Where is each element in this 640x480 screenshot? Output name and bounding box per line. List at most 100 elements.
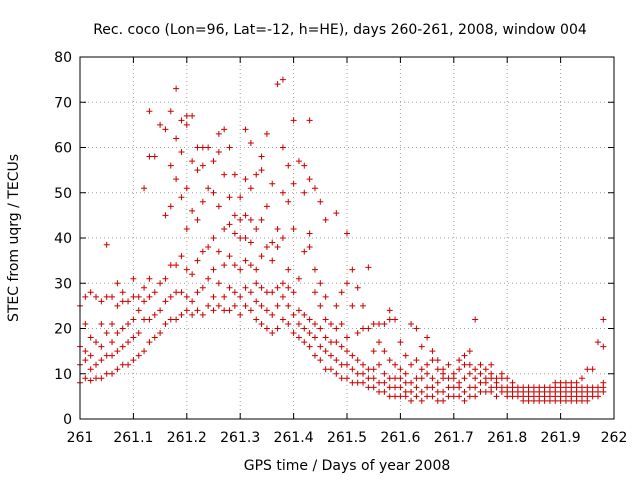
data-point — [600, 316, 607, 323]
data-point — [221, 293, 228, 300]
x-tick-label: 261.9 — [541, 430, 581, 446]
data-point — [242, 284, 249, 291]
data-point — [146, 316, 153, 323]
data-point — [183, 225, 190, 232]
data-point — [253, 280, 260, 287]
data-point — [306, 343, 313, 350]
data-point — [370, 348, 377, 355]
data-point — [103, 352, 110, 359]
data-point — [392, 393, 399, 400]
data-point — [269, 180, 276, 187]
data-point — [466, 361, 473, 368]
data-point — [456, 393, 463, 400]
data-point — [477, 388, 484, 395]
data-point — [333, 210, 340, 217]
data-point — [109, 293, 116, 300]
y-tick-label: 50 — [54, 186, 72, 202]
data-point — [338, 343, 345, 350]
data-point — [119, 343, 126, 350]
data-point — [397, 366, 404, 373]
data-point — [472, 393, 479, 400]
data-point — [87, 289, 94, 296]
data-point — [146, 339, 153, 346]
data-point — [445, 361, 452, 368]
data-point — [199, 162, 206, 169]
data-point — [114, 348, 121, 355]
x-tick-label: 261.4 — [274, 430, 314, 446]
data-point — [445, 375, 452, 382]
data-point — [82, 357, 89, 364]
data-point — [173, 85, 180, 92]
data-point — [173, 135, 180, 142]
data-point — [263, 130, 270, 137]
data-point — [157, 330, 164, 337]
data-point — [429, 357, 436, 364]
data-point — [424, 361, 431, 368]
data-point — [408, 320, 415, 327]
data-point — [98, 375, 105, 382]
x-tick-label: 261 — [67, 430, 94, 446]
data-point — [215, 203, 222, 210]
data-point — [466, 370, 473, 377]
data-point — [552, 379, 559, 386]
data-point — [482, 375, 489, 382]
data-point — [146, 293, 153, 300]
data-point — [402, 388, 409, 395]
y-axis-label: STEC from uqrg / TECUs — [6, 154, 22, 322]
data-point — [258, 167, 265, 174]
data-point — [242, 302, 249, 309]
data-point — [210, 158, 217, 165]
data-point — [119, 325, 126, 332]
data-point — [103, 241, 110, 248]
data-point — [221, 171, 228, 178]
data-point — [488, 384, 495, 391]
data-point — [376, 388, 383, 395]
data-point — [269, 257, 276, 264]
data-point — [242, 176, 249, 183]
data-point — [114, 330, 121, 337]
data-point — [237, 194, 244, 201]
y-tick-label: 10 — [54, 367, 72, 383]
data-point — [354, 370, 361, 377]
data-point — [82, 375, 89, 382]
data-point — [418, 366, 425, 373]
data-point — [477, 361, 484, 368]
data-point — [461, 375, 468, 382]
y-tick-label: 40 — [54, 231, 72, 247]
data-point — [87, 377, 94, 384]
data-point — [344, 230, 350, 237]
data-point — [477, 370, 484, 377]
data-point — [360, 302, 367, 309]
data-point — [370, 375, 377, 382]
data-point — [205, 302, 212, 309]
data-point — [594, 339, 601, 346]
data-point — [82, 348, 89, 355]
data-point — [392, 316, 399, 323]
data-point — [311, 266, 318, 273]
data-point — [189, 298, 196, 305]
data-point — [306, 117, 313, 124]
data-point — [290, 117, 297, 124]
data-point — [546, 384, 553, 391]
data-point — [274, 244, 281, 251]
data-point — [290, 289, 297, 296]
data-point — [504, 375, 511, 382]
data-point — [311, 185, 318, 192]
data-point — [242, 126, 249, 133]
data-point — [210, 235, 217, 241]
data-point — [482, 366, 489, 373]
data-point — [279, 293, 286, 300]
data-point — [306, 230, 313, 237]
data-point — [514, 384, 521, 391]
data-point — [418, 388, 425, 395]
data-point — [205, 244, 212, 251]
data-point — [109, 339, 116, 346]
data-point — [573, 379, 580, 386]
data-point — [114, 302, 121, 309]
data-point — [466, 348, 473, 355]
data-point — [338, 320, 345, 327]
data-point — [173, 316, 180, 323]
data-point — [157, 121, 164, 128]
data-point — [397, 375, 404, 382]
data-point — [199, 144, 206, 151]
